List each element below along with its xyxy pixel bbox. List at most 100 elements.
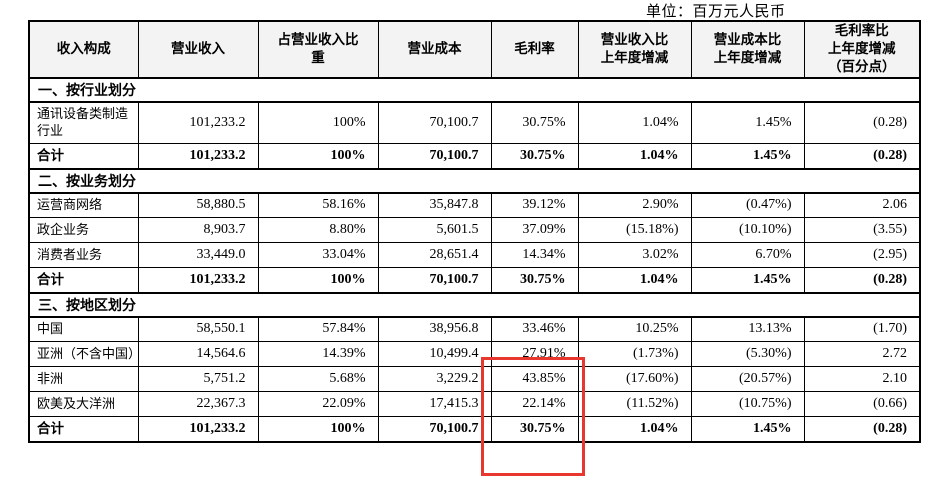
total-row: 合计 101,233.2 100% 70,100.7 30.75% 1.04% … (28, 267, 921, 294)
value-cell: (15.18%) (577, 217, 692, 244)
table-row: 欧美及大洋洲 22,367.3 22.09% 17,415.3 22.14% (… (28, 391, 921, 418)
unit-label: 单位：百万元人民币 (646, 4, 786, 20)
value-cell: (5.30%) (690, 341, 805, 368)
value-cell: (0.66) (803, 391, 921, 418)
value-cell: 35,847.8 (377, 192, 492, 219)
value-cell: 101,233.2 (137, 143, 259, 170)
value-cell: 1.04% (577, 101, 692, 145)
col-header-revenue-share: 占营业收入比 重 (257, 20, 379, 79)
value-cell: 27.91% (490, 341, 579, 368)
value-cell: 70,100.7 (377, 143, 492, 170)
value-cell: 30.75% (490, 267, 579, 294)
value-cell: 8.80% (257, 217, 379, 244)
value-cell: (17.60%) (577, 366, 692, 393)
value-cell: 101,233.2 (137, 416, 259, 443)
col-header-revenue-composition: 收入构成 (28, 20, 139, 79)
col-header-operating-cost: 营业成本 (377, 20, 492, 79)
row-label-cell: 合计 (28, 267, 139, 294)
value-cell: 6.70% (690, 242, 805, 269)
table-row: 运营商网络 58,880.5 58.16% 35,847.8 39.12% 2.… (28, 192, 921, 219)
value-cell: 14.39% (257, 341, 379, 368)
value-cell: 100% (257, 101, 379, 145)
value-cell: (0.47%) (690, 192, 805, 219)
value-cell: (20.57%) (690, 366, 805, 393)
row-label-cell: 亚洲（不含中国） (28, 341, 139, 368)
value-cell: 38,956.8 (377, 316, 492, 343)
value-cell: 5.68% (257, 366, 379, 393)
table-row: 非洲 5,751.2 5.68% 3,229.2 43.85% (17.60%)… (28, 366, 921, 393)
section-title-cell: 三、按地区划分 (28, 291, 921, 318)
value-cell: 43.85% (490, 366, 579, 393)
value-cell: 28,651.4 (377, 242, 492, 269)
value-cell: 2.06 (803, 192, 921, 219)
value-cell: 2.72 (803, 341, 921, 368)
section-title-row-by-region: 三、按地区划分 (28, 291, 921, 318)
value-cell: 3.02% (577, 242, 692, 269)
value-cell: (0.28) (803, 143, 921, 170)
total-row: 合计 101,233.2 100% 70,100.7 30.75% 1.04% … (28, 416, 921, 443)
value-cell: (0.28) (803, 416, 921, 443)
value-cell: 70,100.7 (377, 416, 492, 443)
value-cell: 37.09% (490, 217, 579, 244)
row-label-cell: 政企业务 (28, 217, 139, 244)
value-cell: 2.10 (803, 366, 921, 393)
value-cell: 22.09% (257, 391, 379, 418)
value-cell: (1.70) (803, 316, 921, 343)
table-row: 政企业务 8,903.7 8.80% 5,601.5 37.09% (15.18… (28, 217, 921, 244)
value-cell: 1.45% (690, 143, 805, 170)
value-cell: 14.34% (490, 242, 579, 269)
value-cell: 1.45% (690, 101, 805, 145)
value-cell: 14,564.6 (137, 341, 259, 368)
value-cell: (0.28) (803, 267, 921, 294)
section-title-cell: 一、按行业划分 (28, 76, 921, 103)
value-cell: 22,367.3 (137, 391, 259, 418)
value-cell: 17,415.3 (377, 391, 492, 418)
value-cell: 70,100.7 (377, 267, 492, 294)
value-cell: (11.52%) (577, 391, 692, 418)
value-cell: (2.95) (803, 242, 921, 269)
value-cell: 5,601.5 (377, 217, 492, 244)
table-row: 亚洲（不含中国） 14,564.6 14.39% 10,499.4 27.91%… (28, 341, 921, 368)
value-cell: 10.25% (577, 316, 692, 343)
total-row: 合计 101,233.2 100% 70,100.7 30.75% 1.04% … (28, 143, 921, 170)
revenue-composition-table: 收入构成 营业收入 占营业收入比 重 营业成本 毛利率 营业收入比 上年度增减 … (28, 20, 921, 443)
value-cell: 58,550.1 (137, 316, 259, 343)
table-row: 中国 58,550.1 57.84% 38,956.8 33.46% 10.25… (28, 316, 921, 343)
value-cell: 10,499.4 (377, 341, 492, 368)
table-row: 消费者业务 33,449.0 33.04% 28,651.4 14.34% 3.… (28, 242, 921, 269)
col-header-operating-revenue: 营业收入 (137, 20, 259, 79)
value-cell: 1.04% (577, 143, 692, 170)
row-label-cell: 通讯设备类制造 行业 (28, 101, 139, 145)
value-cell: 100% (257, 267, 379, 294)
value-cell: 33.46% (490, 316, 579, 343)
value-cell: 1.45% (690, 416, 805, 443)
value-cell: 5,751.2 (137, 366, 259, 393)
value-cell: 2.90% (577, 192, 692, 219)
value-cell: (10.10%) (690, 217, 805, 244)
value-cell: 101,233.2 (137, 101, 259, 145)
value-cell: (10.75%) (690, 391, 805, 418)
value-cell: (3.55) (803, 217, 921, 244)
section-title-row-by-industry: 一、按行业划分 (28, 76, 921, 103)
value-cell: 1.04% (577, 416, 692, 443)
value-cell: 1.45% (690, 267, 805, 294)
value-cell: 57.84% (257, 316, 379, 343)
value-cell: 33.04% (257, 242, 379, 269)
value-cell: 39.12% (490, 192, 579, 219)
value-cell: 58,880.5 (137, 192, 259, 219)
table-row: 通讯设备类制造 行业 101,233.2 100% 70,100.7 30.75… (28, 101, 921, 145)
row-label-cell: 消费者业务 (28, 242, 139, 269)
col-header-gross-margin: 毛利率 (490, 20, 579, 79)
value-cell: 101,233.2 (137, 267, 259, 294)
row-label-cell: 中国 (28, 316, 139, 343)
value-cell: 33,449.0 (137, 242, 259, 269)
col-header-revenue-yoy-change: 营业收入比 上年度增减 (577, 20, 692, 79)
row-label-cell: 非洲 (28, 366, 139, 393)
section-title-cell: 二、按业务划分 (28, 167, 921, 194)
value-cell: 58.16% (257, 192, 379, 219)
value-cell: 100% (257, 143, 379, 170)
col-header-margin-yoy-change: 毛利率比 上年度增减 （百分点） (803, 20, 921, 79)
value-cell: 1.04% (577, 267, 692, 294)
row-label-cell: 合计 (28, 143, 139, 170)
